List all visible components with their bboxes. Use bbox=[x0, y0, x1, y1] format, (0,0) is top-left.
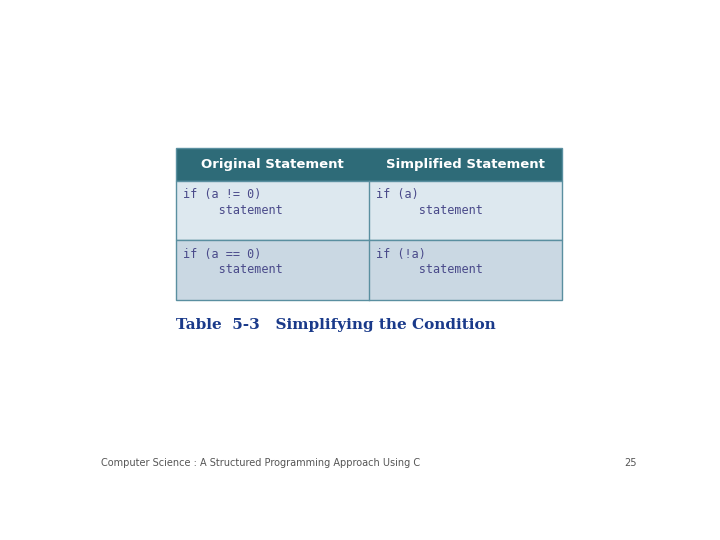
Text: 25: 25 bbox=[624, 458, 637, 468]
Text: statement: statement bbox=[376, 264, 482, 276]
Text: statement: statement bbox=[183, 204, 283, 217]
Text: Table  5-3   Simplifying the Condition: Table 5-3 Simplifying the Condition bbox=[176, 319, 496, 333]
FancyBboxPatch shape bbox=[176, 180, 562, 240]
Text: if (a): if (a) bbox=[376, 188, 418, 201]
Text: if (a != 0): if (a != 0) bbox=[183, 188, 261, 201]
Text: if (a == 0): if (a == 0) bbox=[183, 248, 261, 261]
Text: if (!a): if (!a) bbox=[376, 248, 426, 261]
Text: Computer Science : A Structured Programming Approach Using C: Computer Science : A Structured Programm… bbox=[101, 458, 420, 468]
Text: statement: statement bbox=[183, 264, 283, 276]
Text: statement: statement bbox=[376, 204, 482, 217]
FancyBboxPatch shape bbox=[176, 148, 562, 180]
Text: Simplified Statement: Simplified Statement bbox=[386, 158, 545, 171]
Text: Original Statement: Original Statement bbox=[202, 158, 344, 171]
FancyBboxPatch shape bbox=[176, 240, 562, 300]
